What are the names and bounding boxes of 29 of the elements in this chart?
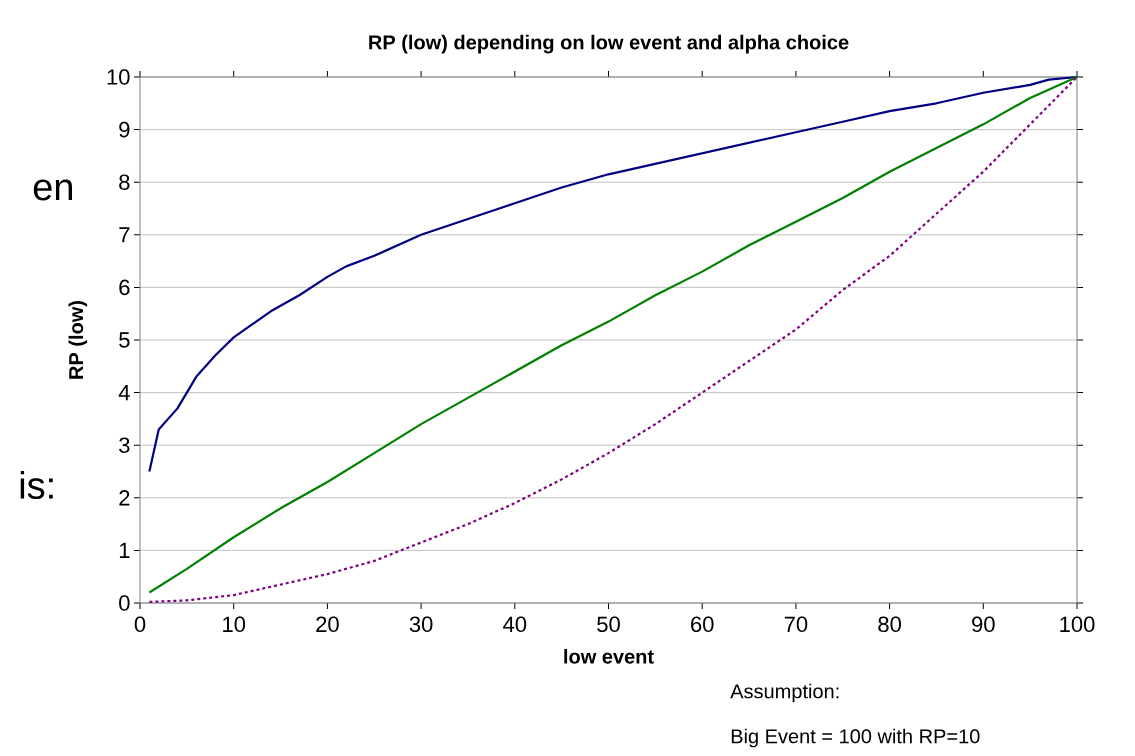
x-tick-label: 100 bbox=[1060, 616, 1095, 633]
y-tick-label: 0 bbox=[119, 595, 130, 611]
x-tick-label: 30 bbox=[409, 616, 433, 633]
text: en bbox=[33, 179, 72, 201]
text: Big Event = 100 with RP=10 bbox=[731, 728, 980, 748]
text: Assumption: bbox=[730, 683, 839, 703]
x-tick-label: 50 bbox=[597, 616, 620, 633]
y-tick-label: 8 bbox=[119, 174, 130, 190]
chart-title: RP (low) depending on low event and alpha choice bbox=[369, 34, 849, 54]
text: is: bbox=[20, 471, 53, 499]
y-tick-label: 10 bbox=[107, 69, 130, 85]
y-tick-label: 9 bbox=[119, 121, 130, 138]
y-tick-label: 7 bbox=[119, 227, 130, 243]
y-tick-label: 4 bbox=[118, 385, 130, 401]
y-axis-title: RP (low) bbox=[68, 301, 88, 379]
y-tick-label: 3 bbox=[119, 437, 130, 453]
x-tick-label: 80 bbox=[878, 616, 901, 633]
x-tick-label: 60 bbox=[691, 616, 714, 633]
x-tick-label: 90 bbox=[972, 616, 995, 633]
y-tick-label: 2 bbox=[119, 490, 130, 506]
y-tick-label: 1 bbox=[119, 542, 130, 558]
y-tick-label: 5 bbox=[119, 332, 130, 348]
x-tick-label: 0 bbox=[134, 616, 146, 633]
x-tick-label: 70 bbox=[784, 616, 808, 633]
y-tick-label: 6 bbox=[119, 279, 130, 296]
x-tick-label: 10 bbox=[223, 616, 246, 633]
x-axis-title: low event bbox=[564, 648, 654, 664]
x-tick-label: 40 bbox=[503, 616, 527, 633]
x-tick-label: 20 bbox=[316, 616, 339, 633]
